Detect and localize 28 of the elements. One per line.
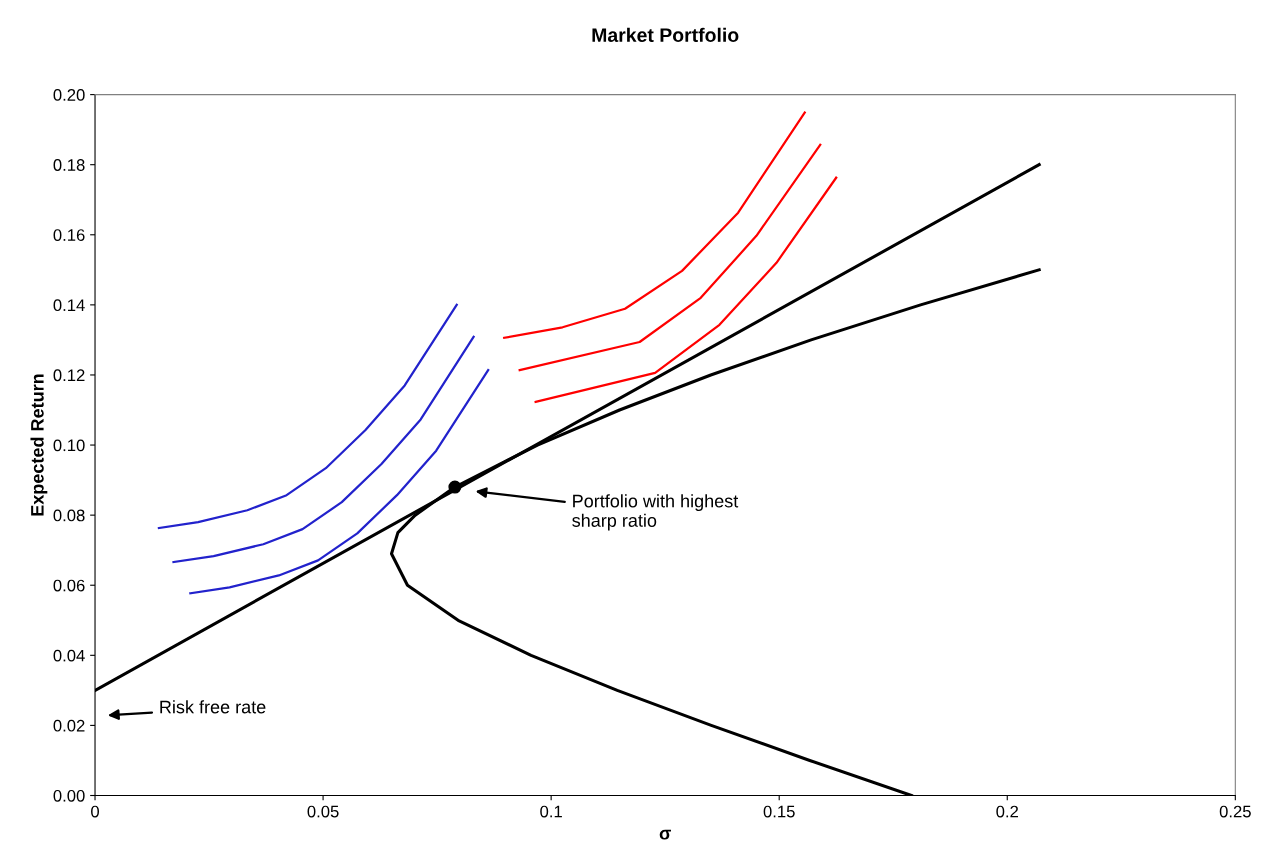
line-series: [534, 176, 838, 404]
annotation: Risk free rate: [160, 700, 266, 714]
x-tick-label: 0.05: [307, 805, 339, 818]
y-tick-label: 0.02: [53, 719, 85, 732]
y-tick-label: 0.10: [53, 439, 85, 452]
y-tick-label: 0.18: [53, 159, 85, 171]
line-series: [503, 111, 806, 339]
x-tick-label: 0.15: [763, 805, 795, 818]
line-series: [518, 143, 822, 372]
y-tick-label: 0.14: [53, 299, 85, 312]
y-tick-label: 0.04: [53, 649, 85, 662]
annotation: Portfolio with highest sharp ratio: [572, 494, 739, 531]
chart-title: Market Portfolio: [592, 27, 739, 43]
y-tick-label: 0.08: [53, 509, 85, 522]
y-tick-label: 0.12: [53, 369, 85, 382]
line-series: [189, 368, 490, 595]
y-tick-label: 0.20: [53, 89, 85, 101]
y-tick-label: 0.16: [53, 229, 85, 241]
y-tick-label: 0.06: [53, 579, 85, 592]
y-tick-label: 0.00: [53, 789, 85, 802]
x-tick-label: 0.2: [996, 805, 1019, 818]
line-series: [172, 335, 475, 564]
x-tick-label: 0.25: [1219, 805, 1251, 818]
x-tick-label: 0: [91, 805, 100, 818]
line-series: [157, 303, 458, 530]
x-axis-title: σ: [659, 829, 671, 840]
x-tick-label: 0.1: [540, 805, 562, 818]
y-axis-title: Expected Return: [30, 374, 48, 516]
